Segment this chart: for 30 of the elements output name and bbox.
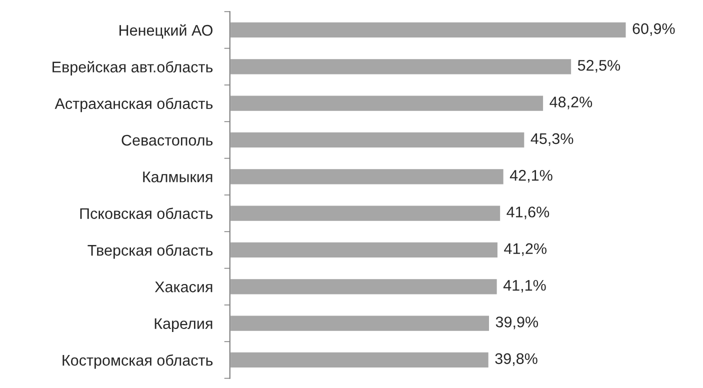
y-tick-label: Севастополь bbox=[122, 134, 213, 146]
bar bbox=[230, 58, 572, 76]
y-tick-label: Калмыкия bbox=[143, 172, 212, 182]
y-tick-label: Еврейская авт.область bbox=[52, 60, 213, 76]
data-label: 42,1% bbox=[510, 170, 552, 183]
data-label: 48,2% bbox=[550, 96, 592, 110]
bar bbox=[230, 278, 498, 296]
bar bbox=[230, 241, 499, 259]
bar bbox=[230, 314, 490, 332]
data-label: 41,1% bbox=[503, 280, 546, 293]
bar bbox=[230, 21, 628, 39]
bar bbox=[230, 204, 502, 222]
y-tick-label: Хакасия bbox=[154, 282, 212, 292]
bar bbox=[230, 168, 505, 186]
bar bbox=[230, 351, 490, 369]
bar bbox=[230, 131, 526, 149]
y-tick-label: Костромская область bbox=[62, 354, 213, 369]
bar bbox=[230, 94, 544, 112]
data-label: 45,3% bbox=[530, 133, 574, 146]
y-tick-label: Псковская область bbox=[80, 208, 213, 219]
data-label: 39,8% bbox=[495, 353, 538, 366]
data-label: 52,5% bbox=[578, 60, 620, 73]
y-tick-label: Карелия bbox=[154, 318, 212, 332]
data-label: 60,9% bbox=[632, 23, 675, 36]
data-label: 41,2% bbox=[504, 243, 546, 256]
y-tick-label: Ненецкий АО bbox=[120, 24, 212, 39]
y-tick-label: Астраханская область bbox=[54, 98, 213, 112]
data-label: 41,6% bbox=[506, 206, 550, 220]
data-label: 39,9% bbox=[496, 316, 538, 330]
y-tick-label: Тверская область bbox=[88, 244, 213, 259]
